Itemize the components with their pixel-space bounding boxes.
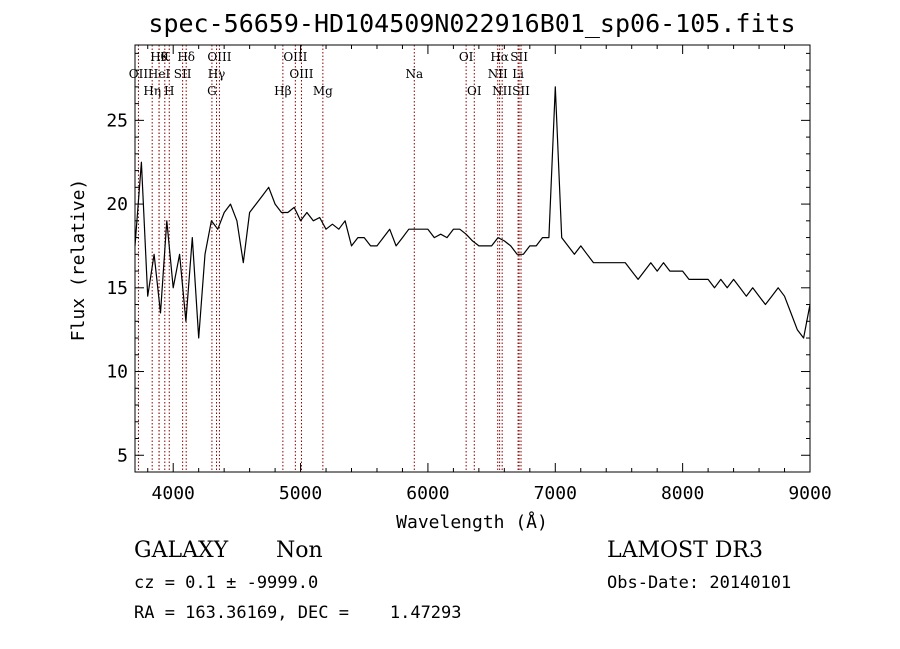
y-axis-label: Flux (relative) <box>68 179 89 342</box>
spectral-line-label: Hβ <box>274 84 291 98</box>
y-tick-label: 10 <box>106 362 128 383</box>
object-subclass: Non <box>276 538 323 563</box>
spectral-line-label: Na <box>405 67 423 81</box>
spectral-line-label: Hη <box>143 84 161 98</box>
spectral-line-label: Hγ <box>208 67 226 81</box>
spectral-line-label: NII <box>488 67 508 81</box>
spectral-line-label: OII <box>129 67 149 81</box>
plot-frame <box>134 44 811 473</box>
spectral-line-label: H <box>164 84 174 98</box>
object-class: GALAXY <box>134 538 229 563</box>
spectral-line-label: Hδ <box>177 50 195 64</box>
x-tick-label: 4000 <box>152 483 195 504</box>
y-axis-ticks: 5 10 15 20 25 <box>106 52 810 466</box>
obs-date: Obs-Date: 20140101 <box>607 573 792 593</box>
spectral-line-label: Li <box>512 67 524 81</box>
spectral-line-label: SII <box>510 50 528 64</box>
x-tick-label: 5000 <box>279 483 322 504</box>
x-axis-ticks: 4000 5000 6000 7000 8000 9000 <box>147 45 832 504</box>
spectral-line-label: OIII <box>283 50 307 64</box>
ra-dec-readout: RA = 163.36169, DEC = 1.47293 <box>134 603 462 623</box>
spectral-line-label: G <box>207 84 217 98</box>
spectral-line-label: Hα <box>490 50 509 64</box>
spectral-line-label: HeI <box>148 67 171 81</box>
spectrum-line-group <box>134 86 811 339</box>
y-tick-label: 20 <box>106 194 128 215</box>
chart-title: spec-56659-HD104509N022916B01_sp06-105.f… <box>148 9 795 38</box>
x-axis-label: Wavelength (Å) <box>396 511 548 533</box>
y-tick-label: 25 <box>106 110 128 131</box>
y-tick-label: 15 <box>106 278 128 299</box>
spectral-line-label: SII <box>174 67 192 81</box>
survey-name: LAMOST DR3 <box>607 538 763 563</box>
spectrum-line <box>134 86 811 339</box>
spectral-line-label: NII <box>492 84 512 98</box>
x-tick-label: 8000 <box>661 483 704 504</box>
spectral-line-label: Mg <box>313 84 333 98</box>
spectral-line-label: OIII <box>207 50 231 64</box>
spectral-line-label: OI <box>467 84 482 98</box>
spectral-line-markers <box>137 45 522 472</box>
spectral-line-label: Hθ <box>150 50 168 64</box>
y-tick-label: 5 <box>117 445 128 466</box>
spectral-line-label: SII <box>512 84 530 98</box>
redshift-readout: cz = 0.1 ± -9999.0 <box>134 573 319 593</box>
x-tick-label: 6000 <box>406 483 449 504</box>
spectral-line-label: OIII <box>289 67 313 81</box>
x-tick-label: 7000 <box>534 483 577 504</box>
spectral-line-label: K <box>160 50 170 64</box>
x-tick-label: 9000 <box>788 483 831 504</box>
spectral-line-label: OI <box>459 50 474 64</box>
